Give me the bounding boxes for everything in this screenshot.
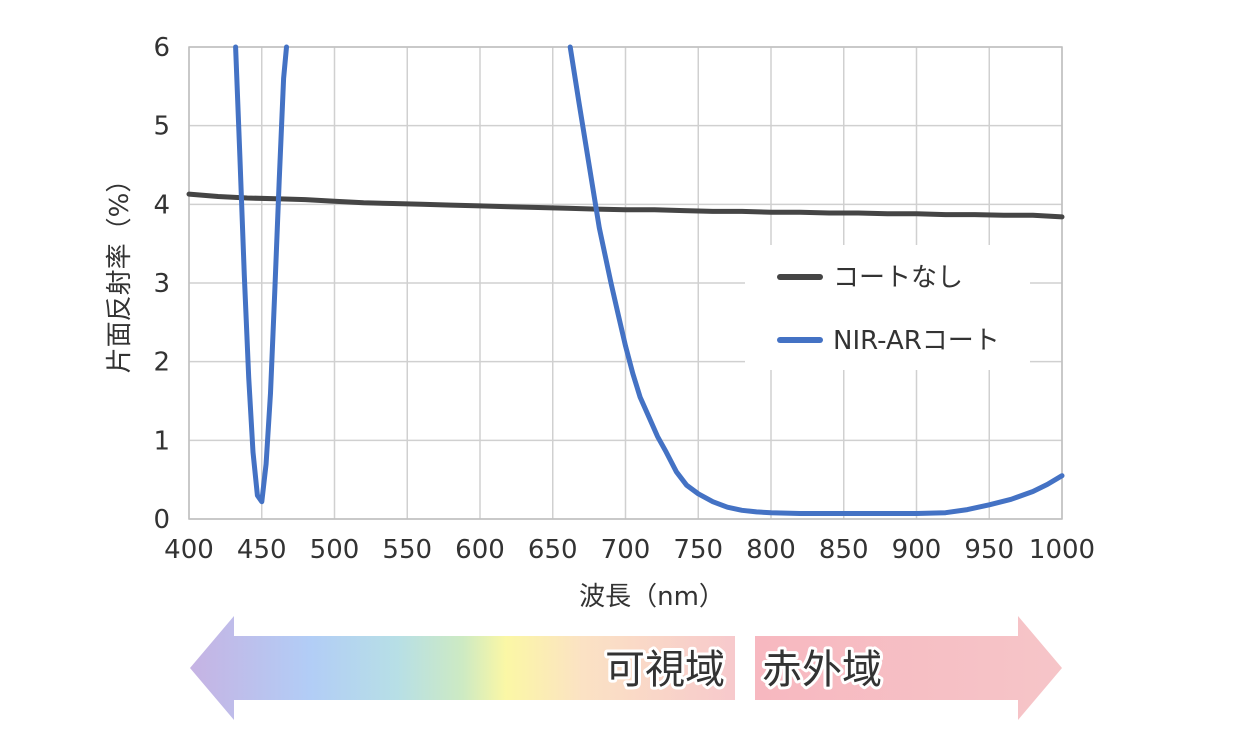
x-tick-label: 400 xyxy=(164,535,214,565)
y-tick-label: 2 xyxy=(153,348,170,378)
x-tick-label: 650 xyxy=(528,535,578,565)
legend-label-uncoated: コートなし xyxy=(833,263,963,293)
series-line-nir-ar xyxy=(233,44,1065,516)
legend-box xyxy=(745,245,1030,370)
visible-band-arrow xyxy=(190,616,735,720)
plot-frame xyxy=(188,46,1063,520)
series-lines xyxy=(186,44,1065,516)
x-tick-label: 850 xyxy=(819,535,869,565)
x-tick-label: 600 xyxy=(455,535,505,565)
x-tick-label: 950 xyxy=(964,535,1014,565)
infrared-band-arrow xyxy=(755,616,1062,720)
y-tick-label: 5 xyxy=(153,112,170,142)
y-tick-label: 6 xyxy=(153,33,170,63)
y-tick-label: 0 xyxy=(153,505,170,535)
visible-band-label: 可視域 xyxy=(605,647,725,693)
x-tick-labels: 400 450 500 550 600 650 700 750 800 850 900 950 1000 xyxy=(164,535,1095,565)
x-tick-label: 800 xyxy=(746,535,796,565)
x-tick-label: 750 xyxy=(673,535,723,565)
x-tick-label: 1000 xyxy=(1029,535,1095,565)
spectrum-band: 可視域 赤外域 xyxy=(190,616,1062,720)
x-tick-label: 700 xyxy=(601,535,651,565)
x-tick-label: 550 xyxy=(382,535,432,565)
x-tick-label: 500 xyxy=(310,535,360,565)
x-axis-title: 波長（nm） xyxy=(579,582,725,612)
x-tick-label: 900 xyxy=(892,535,942,565)
y-tick-label: 3 xyxy=(153,269,170,299)
series-line-uncoated xyxy=(186,191,1065,220)
infrared-band-label: 赤外域 xyxy=(762,647,882,693)
x-tick-label: 450 xyxy=(237,535,287,565)
y-tick-label: 4 xyxy=(153,190,170,220)
legend-label-nir-ar: NIR-ARコート xyxy=(833,326,1000,356)
y-tick-label: 1 xyxy=(153,426,170,456)
y-tick-labels: 0 1 2 3 4 5 6 xyxy=(153,33,170,535)
legend: コートなし NIR-ARコート xyxy=(745,245,1030,370)
y-axis-title: 片面反射率（%） xyxy=(105,167,135,374)
